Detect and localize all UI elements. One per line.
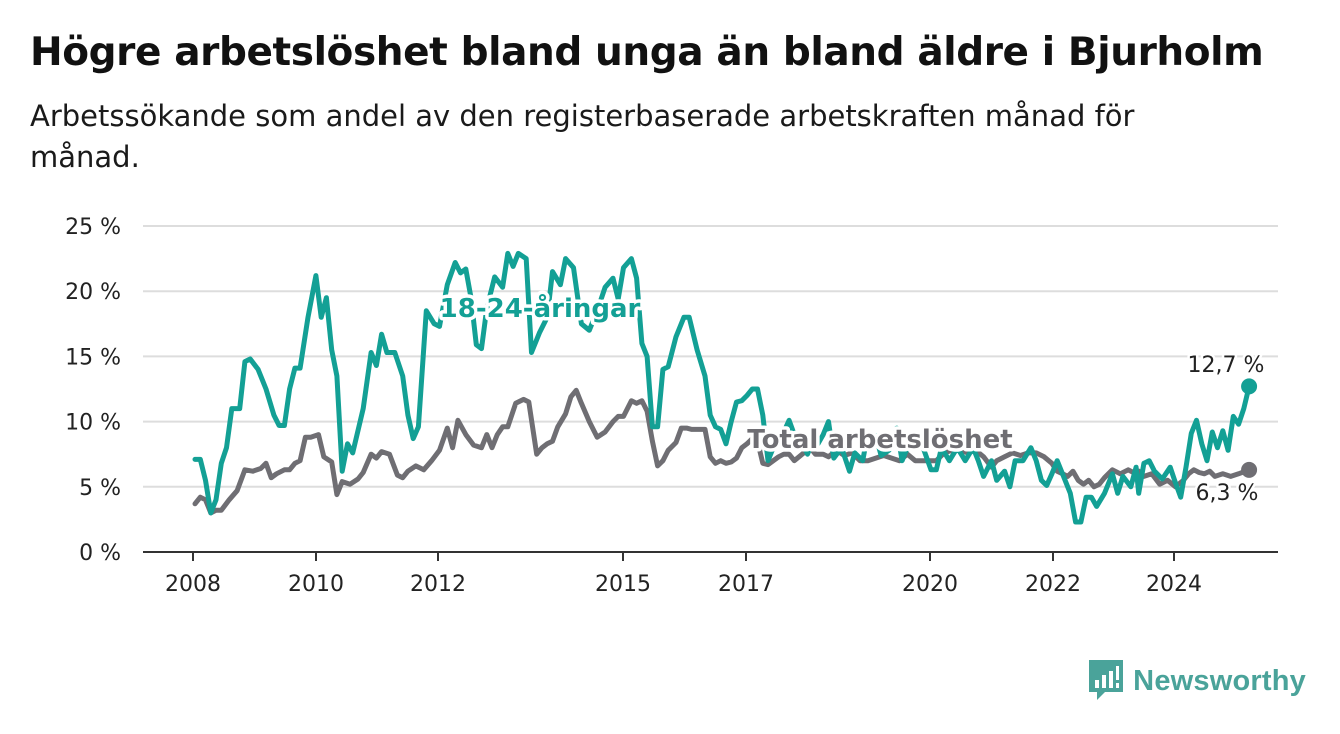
- x-tick-label: 2008: [165, 572, 221, 597]
- newsworthy-logo: Newsworthy: [1089, 660, 1306, 702]
- series-line-youth: [192, 250, 1252, 525]
- end-label-total: 6,3 %: [1196, 481, 1259, 506]
- x-tick-label: 2020: [902, 572, 958, 597]
- chart-subtitle: Arbetssökande som andel av den registerb…: [30, 99, 1135, 174]
- series-label-youth: 18-24-åringar: [440, 292, 641, 324]
- chart-title: Högre arbetslöshet bland unga än bland ä…: [30, 30, 1264, 75]
- series-labels: 18-24-åringar Total arbetslöshet 12,7 % …: [436, 289, 1267, 509]
- x-tick-label: 2012: [410, 572, 466, 597]
- y-axis-ticks: 0 % 5 % 10 % 15 % 20 % 25 %: [65, 215, 121, 566]
- y-tick-label: 20 %: [65, 280, 121, 305]
- x-tick-label: 2015: [595, 572, 651, 597]
- end-label-youth: 12,7 %: [1188, 353, 1265, 378]
- gridlines: [143, 225, 1278, 553]
- x-axis-ticks: 2008 2010 2012 2015 2017 2020 2022 2024: [165, 552, 1202, 597]
- x-tick-label: 2022: [1025, 572, 1081, 597]
- end-point-youth: [1241, 378, 1258, 395]
- series-label-total: Total arbetslöshet: [747, 425, 1012, 455]
- end-point-total: [1241, 461, 1258, 478]
- series-lines: [192, 250, 1258, 525]
- bar-chart-speech-icon: [1089, 660, 1124, 700]
- x-tick-label: 2017: [718, 572, 774, 597]
- x-tick-label: 2010: [288, 572, 344, 597]
- y-tick-label: 10 %: [65, 411, 121, 436]
- y-tick-label: 15 %: [65, 345, 121, 370]
- y-tick-label: 5 %: [79, 476, 121, 501]
- line-chart: 0 %5 %10 %15 %20 %25 % 2008 2010 2012 2015 2…: [65, 215, 1278, 597]
- brand-name: Newsworthy: [1133, 664, 1306, 697]
- y-tick-label: 0 %: [79, 541, 121, 566]
- x-tick-label: 2024: [1146, 572, 1202, 597]
- series-line-total: [192, 387, 1252, 516]
- y-tick-label: 25 %: [65, 215, 121, 240]
